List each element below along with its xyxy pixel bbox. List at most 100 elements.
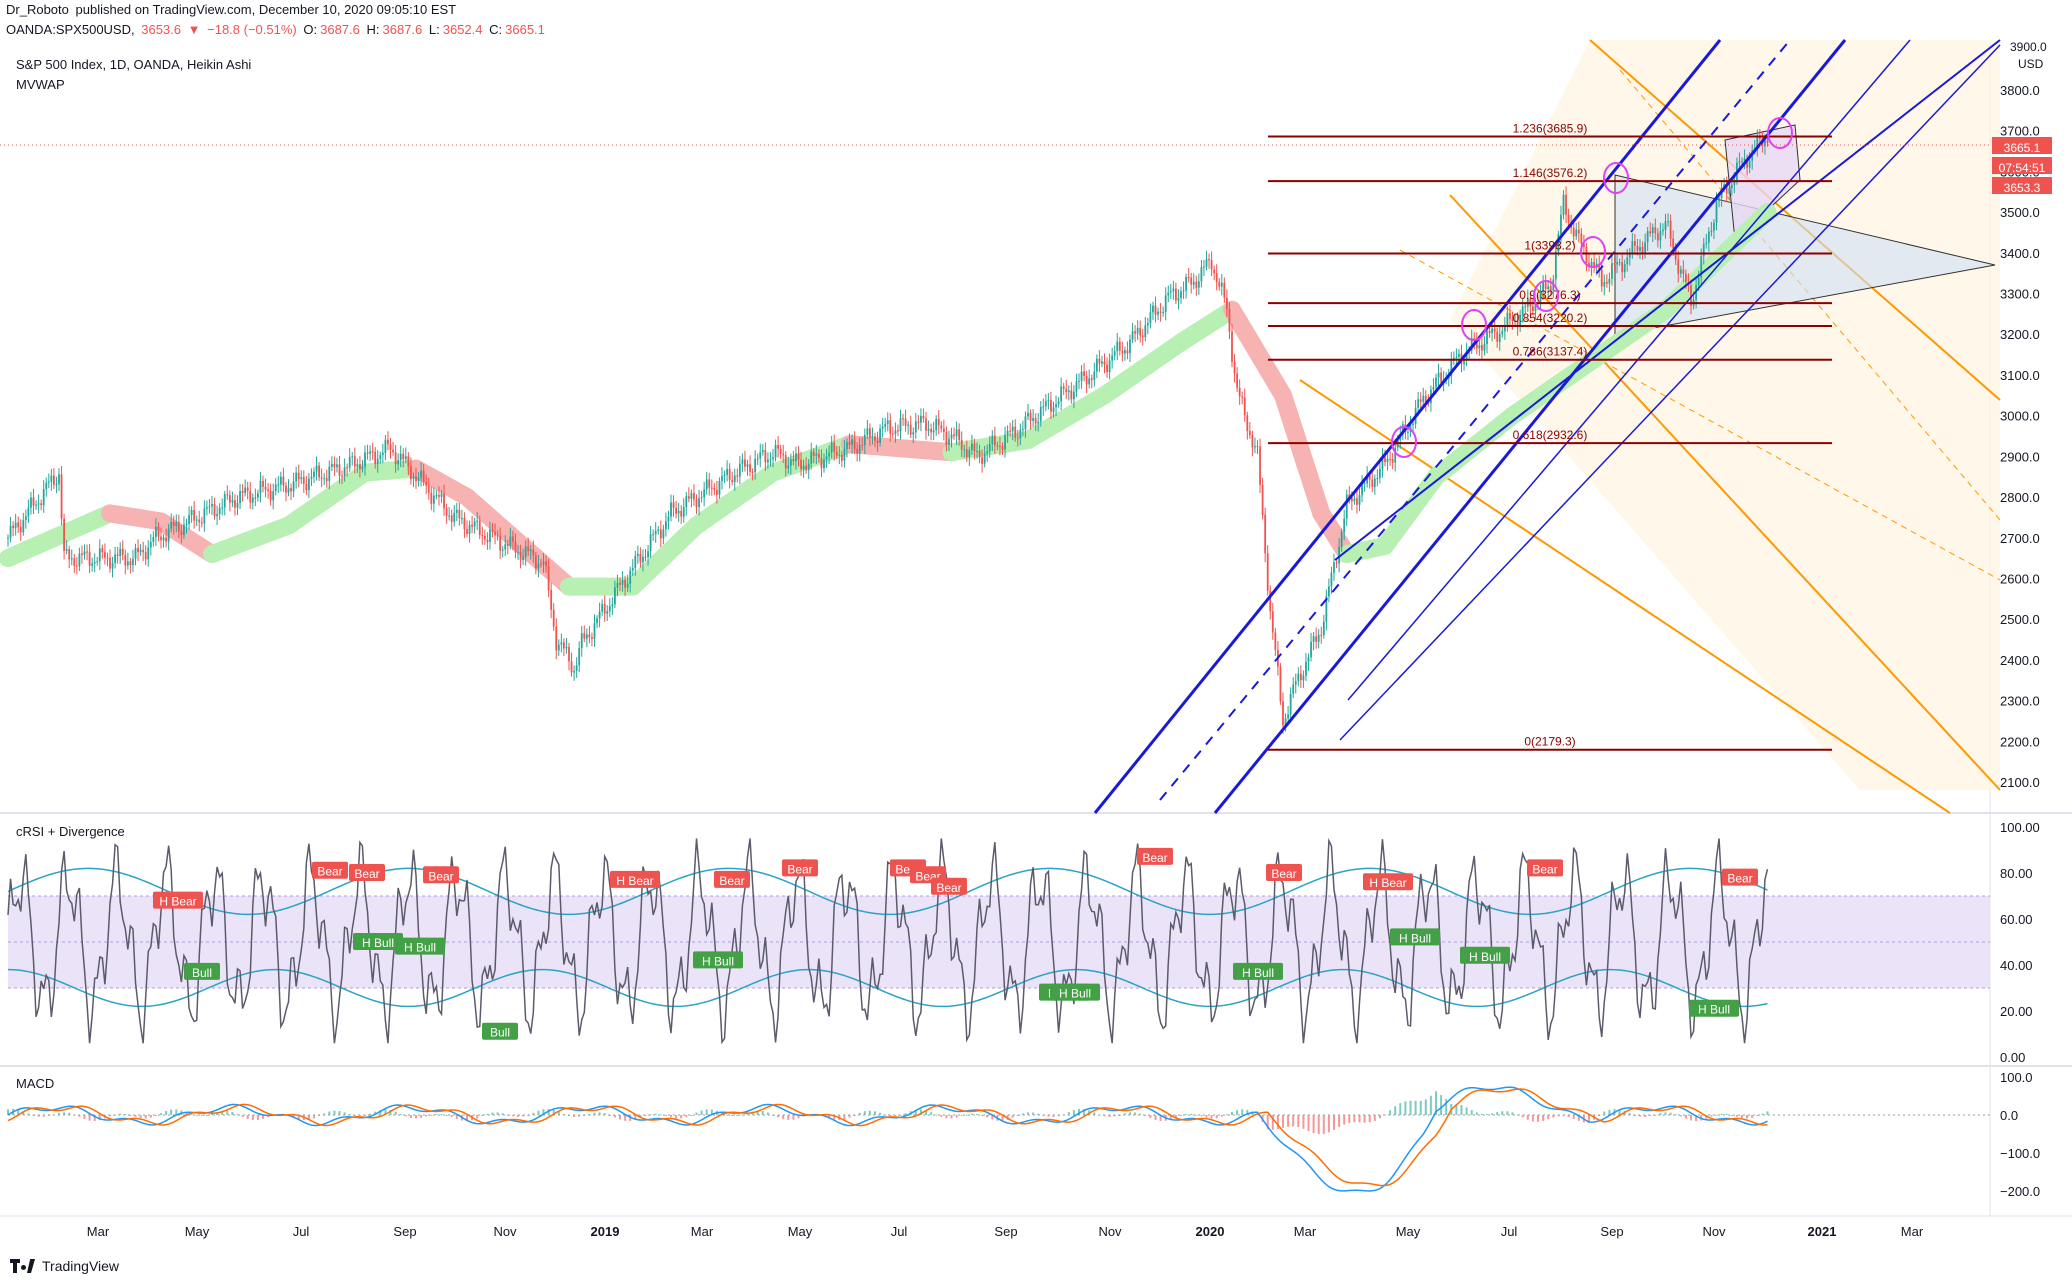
candle-body — [1501, 331, 1504, 335]
macd-histogram-bar — [828, 1115, 831, 1118]
signal-label: H Bull — [1242, 966, 1274, 980]
candle-body — [583, 633, 586, 639]
candle-body — [1707, 231, 1710, 243]
candle-body — [1718, 197, 1720, 202]
candle-body — [139, 549, 142, 553]
candle-body — [1509, 312, 1511, 320]
candle-body — [573, 670, 575, 673]
candle-body — [461, 517, 463, 519]
candle-body — [1264, 514, 1267, 554]
candle-body — [1228, 309, 1231, 332]
candle-body — [568, 646, 570, 662]
candle-body — [1175, 288, 1177, 301]
macd-histogram-bar — [690, 1115, 693, 1116]
candle-body — [1435, 377, 1437, 388]
candle-body — [167, 528, 170, 542]
candle-body — [282, 476, 285, 486]
candle-body — [1549, 286, 1552, 291]
candle-body — [427, 485, 430, 493]
candle-body — [1052, 407, 1055, 412]
signal-bg — [349, 864, 385, 881]
candle-body — [40, 503, 43, 506]
candle-body — [1730, 184, 1733, 189]
divergence-signal-bear: Bear — [312, 861, 348, 879]
candle-body — [751, 471, 754, 473]
macd-histogram-bar — [705, 1109, 708, 1115]
signal-bg — [1233, 962, 1283, 980]
indicator-label-mvwap[interactable]: MVWAP — [16, 77, 65, 92]
candle-body — [1407, 431, 1409, 433]
candle-body — [356, 464, 359, 467]
macd-histogram-bar — [149, 1115, 152, 1118]
candle-body — [379, 454, 382, 459]
candle-body — [137, 548, 139, 553]
candle-body — [644, 556, 647, 558]
candle-body — [685, 496, 688, 507]
candle-body — [1047, 399, 1050, 402]
candle-body — [443, 493, 445, 509]
indicator-label-crsi[interactable]: cRSI + Divergence — [16, 824, 125, 839]
candle-body — [514, 541, 517, 553]
macd-histogram-bar — [154, 1115, 157, 1116]
macd-histogram-bar — [874, 1111, 876, 1115]
macd-histogram-bar — [766, 1112, 769, 1115]
candle-body — [1588, 262, 1590, 267]
y-tick-label: 2200.0 — [2000, 734, 2040, 749]
candle-body — [1236, 373, 1238, 388]
candle-body — [733, 475, 736, 482]
candle-body — [1129, 339, 1131, 354]
candle-body — [1203, 266, 1205, 268]
candle-body — [277, 484, 280, 486]
author-name[interactable]: Dr_Roboto — [6, 2, 69, 17]
candle-body — [698, 498, 700, 508]
macd-histogram-bar — [833, 1115, 836, 1120]
candle-body — [1613, 263, 1616, 265]
candle-body — [1746, 158, 1748, 168]
macd-histogram-bar — [37, 1115, 40, 1117]
macd-histogram-bar — [404, 1115, 407, 1117]
macd-histogram-bar — [624, 1115, 627, 1121]
macd-histogram-bar — [1552, 1115, 1555, 1118]
divergence-signal-bear: Bear — [349, 864, 385, 881]
candle-body — [1554, 251, 1557, 280]
macd-y-tick: −200.0 — [2000, 1184, 2040, 1199]
candle-body — [649, 534, 652, 552]
crsi-line — [7, 837, 1769, 1045]
footer-brand-text: TradingView — [42, 1258, 120, 1274]
candle-body — [700, 497, 703, 499]
signal-label: Bear — [1727, 872, 1752, 886]
candle-body — [1656, 233, 1659, 241]
macd-histogram-bar — [1185, 1113, 1188, 1115]
y-tick-label: 3800.0 — [2000, 83, 2040, 98]
candle-body — [468, 524, 471, 534]
price-label-bg — [1992, 137, 2052, 154]
candle-body — [1503, 325, 1506, 332]
macd-histogram-bar — [83, 1115, 86, 1119]
candle-body — [1401, 424, 1404, 435]
signal-label: Bear — [787, 862, 812, 876]
indicator-label-macd[interactable]: MACD — [16, 1076, 55, 1091]
candle-body — [983, 453, 986, 464]
candle-body — [1605, 281, 1608, 284]
candle-body — [1167, 292, 1170, 296]
candle-body — [909, 424, 912, 435]
candle-body — [654, 530, 657, 535]
candle-body — [1261, 484, 1264, 515]
macd-histogram-bar — [1588, 1115, 1590, 1123]
candle-body — [1297, 673, 1300, 682]
candle-body — [955, 429, 958, 437]
candle-body — [315, 465, 318, 472]
footer-brand[interactable]: TradingView — [10, 1258, 119, 1274]
macd-histogram-bar — [1577, 1115, 1580, 1121]
macd-histogram-bar — [1389, 1110, 1392, 1115]
candle-body — [537, 563, 540, 569]
candle-body — [481, 534, 484, 536]
macd-histogram-bar — [940, 1115, 943, 1117]
macd-histogram-bar — [1567, 1115, 1570, 1118]
mvwap-segment — [1274, 386, 1331, 523]
candle-body — [1394, 447, 1397, 463]
candle-body — [1669, 220, 1672, 239]
macd-histogram-bar — [1521, 1115, 1524, 1118]
candle-body — [1690, 285, 1692, 306]
